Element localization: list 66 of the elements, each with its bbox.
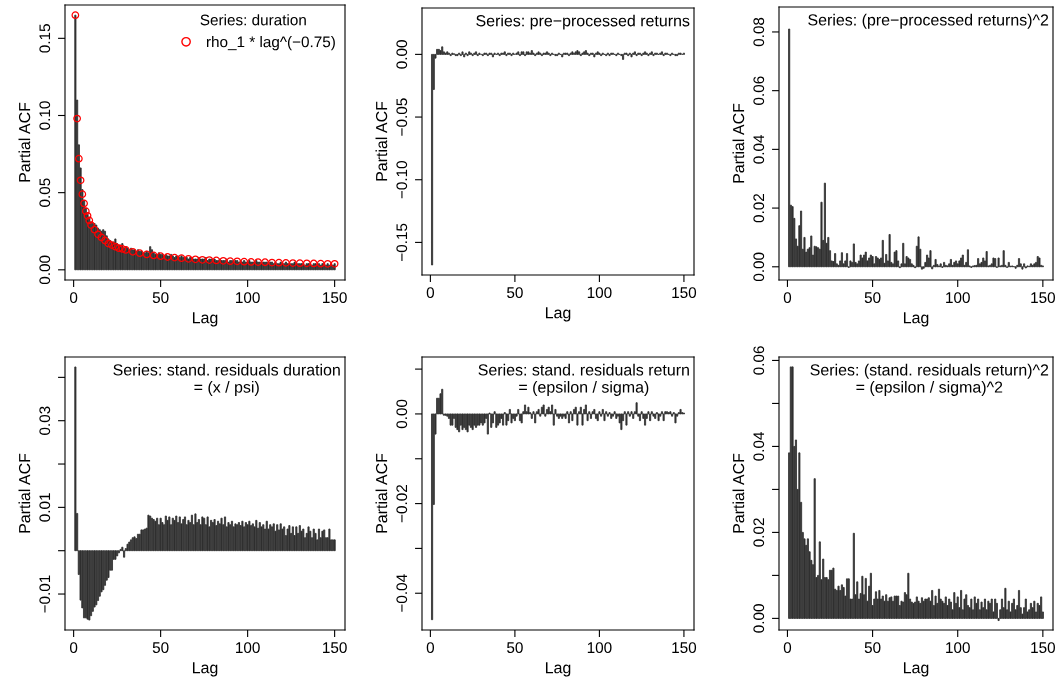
y-tick-label: 0.10 xyxy=(39,101,51,130)
y-tick-label: 0.00 xyxy=(753,604,765,633)
y-tick-label: 0.08 xyxy=(753,17,765,47)
annotation: Series: stand. residuals return = (epsilon / sigma) xyxy=(478,363,689,396)
x-tick-label: 50 xyxy=(864,292,881,304)
legend-label: rho_1 * lag^(−0.75) xyxy=(206,36,335,51)
x-tick-label: 100 xyxy=(946,292,970,304)
y-tick-label: 0.06 xyxy=(753,346,765,375)
x-tick-label: 0 xyxy=(783,292,792,304)
y-tick-label: 0.00 xyxy=(753,252,765,282)
legend-title: Series: duration xyxy=(200,14,306,26)
x-tick-label: 150 xyxy=(1031,292,1055,304)
x-axis-title: Lag xyxy=(545,662,571,677)
x-tick-label: 150 xyxy=(1031,642,1055,654)
y-tick-label: 0.00 xyxy=(39,255,51,285)
y-axis-title: Partial ACF xyxy=(18,102,31,182)
x-tick-label: 150 xyxy=(672,287,697,299)
x-tick-label: 100 xyxy=(587,642,612,654)
x-tick-label: 0 xyxy=(426,287,435,299)
x-tick-label: 0 xyxy=(69,292,78,304)
x-tick-label: 50 xyxy=(864,642,881,654)
x-tick-label: 0 xyxy=(783,642,792,654)
y-axis-title: Partial ACF xyxy=(375,101,388,181)
y-tick-label: −0.10 xyxy=(396,161,408,199)
y-tick-label: 0.06 xyxy=(753,76,765,105)
y-tick-label: 0.00 xyxy=(396,40,408,69)
x-axis-title: Lag xyxy=(903,662,929,677)
x-axis-title: Lag xyxy=(903,312,929,327)
y-tick-label: 0.03 xyxy=(39,406,51,435)
y-axis-title: Partial ACF xyxy=(732,103,745,183)
x-tick-label: 100 xyxy=(946,642,970,654)
annotation: Series: (stand. residuals return)^2 = (epsilon / sigma)^2 xyxy=(810,363,1049,396)
annotation: Series: stand. residuals duration = (x / psi) xyxy=(113,363,340,396)
x-tick-label: 100 xyxy=(587,287,612,299)
y-tick-label: −0.15 xyxy=(396,223,408,261)
x-axis-title: Lag xyxy=(192,662,218,677)
y-tick-label: 0.02 xyxy=(753,193,765,223)
x-tick-label: 50 xyxy=(152,292,169,304)
x-tick-label: 50 xyxy=(507,287,523,299)
y-tick-label: 0.01 xyxy=(39,493,51,522)
x-tick-label: 50 xyxy=(507,642,523,654)
y-tick-label: −0.04 xyxy=(396,574,408,612)
y-tick-label: 0.15 xyxy=(39,24,51,53)
y-tick-label: −0.05 xyxy=(396,98,408,136)
x-tick-label: 150 xyxy=(323,292,347,304)
x-axis-title: Lag xyxy=(545,307,571,322)
x-tick-label: 0 xyxy=(69,642,78,654)
y-axis-title: Partial ACF xyxy=(375,453,388,533)
x-tick-label: 0 xyxy=(426,642,435,654)
y-axis-title: Partial ACF xyxy=(18,453,31,533)
y-tick-label: 0.05 xyxy=(39,178,51,207)
x-tick-label: 100 xyxy=(236,292,260,304)
annotation: Series: pre−processed returns xyxy=(476,14,690,30)
y-tick-label: 0.04 xyxy=(753,134,765,164)
x-tick-label: 50 xyxy=(152,642,169,654)
y-tick-label: 0.04 xyxy=(753,432,765,461)
y-tick-label: −0.01 xyxy=(39,575,51,613)
annotation: Series: (pre−processed returns)^2 xyxy=(808,13,1049,29)
x-axis-title: Lag xyxy=(192,312,218,327)
y-tick-label: 0.02 xyxy=(753,518,765,547)
y-tick-label: 0.00 xyxy=(396,399,408,429)
x-tick-label: 150 xyxy=(323,642,347,654)
y-tick-label: −0.02 xyxy=(396,485,408,523)
x-tick-label: 100 xyxy=(236,642,260,654)
y-axis-title: Partial ACF xyxy=(732,453,745,533)
x-tick-label: 150 xyxy=(672,642,697,654)
